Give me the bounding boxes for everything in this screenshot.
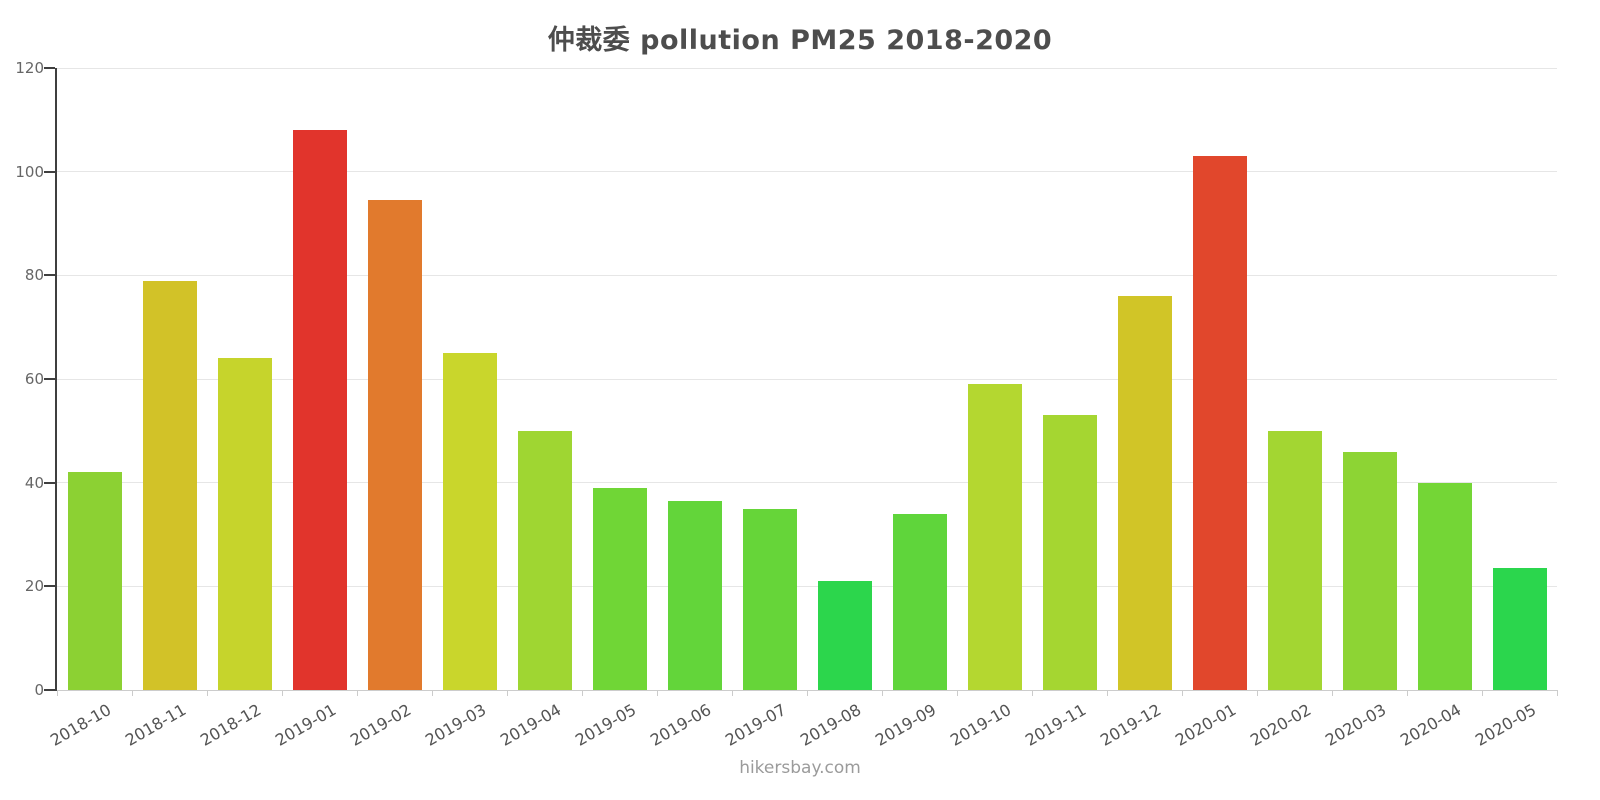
x-tick-mark <box>357 690 358 696</box>
bar-2019-05[interactable] <box>592 487 647 690</box>
x-tick-label: 2020-04 <box>1396 700 1464 750</box>
y-tick-label: 60 <box>24 370 44 388</box>
x-tick-mark <box>957 690 958 696</box>
x-tick-mark <box>57 690 58 696</box>
gridline <box>57 171 1557 173</box>
y-tick-mark <box>44 67 55 69</box>
credits-link[interactable]: hikersbay.com <box>739 758 861 778</box>
x-tick-mark <box>807 690 808 696</box>
bar-2020-03[interactable] <box>1342 451 1397 690</box>
x-tick-label: 2019-04 <box>496 700 564 750</box>
x-tick-label: 2019-12 <box>1096 700 1164 750</box>
x-tick-mark <box>732 690 733 696</box>
x-axis-line <box>57 690 1557 691</box>
bar-2019-02[interactable] <box>367 200 422 690</box>
x-tick-label: 2019-07 <box>721 700 789 750</box>
bar-2018-11[interactable] <box>142 280 197 690</box>
x-tick-label: 2020-02 <box>1246 700 1314 750</box>
x-tick-mark <box>282 690 283 696</box>
y-tick-mark <box>44 378 55 380</box>
y-tick-mark <box>44 274 55 277</box>
bar-2020-02[interactable] <box>1267 430 1322 690</box>
x-tick-label: 2019-08 <box>796 700 864 750</box>
bar-2018-10[interactable] <box>67 472 122 690</box>
plot-area <box>57 67 1558 696</box>
x-tick-mark <box>1182 690 1183 696</box>
y-axis-line <box>55 68 57 691</box>
x-tick-label: 2019-11 <box>1021 700 1089 750</box>
bar-2019-06[interactable] <box>667 500 722 690</box>
bar-2020-01[interactable] <box>1192 156 1247 690</box>
y-axis: 0 20 40 60 80 100 120 <box>0 0 55 800</box>
bar-2020-04[interactable] <box>1417 482 1472 690</box>
gridline <box>57 585 1557 587</box>
x-tick-label: 2019-02 <box>346 700 414 750</box>
x-tick-mark <box>1107 690 1108 696</box>
x-tick-label: 2018-12 <box>196 700 264 750</box>
x-tick-mark <box>1482 690 1483 696</box>
bar-2018-12[interactable] <box>217 358 272 690</box>
x-tick-label: 2019-09 <box>871 700 939 750</box>
x-tick-label: 2019-06 <box>646 700 714 750</box>
bar-2019-01[interactable] <box>292 130 347 690</box>
x-tick-label: 2019-05 <box>571 700 639 750</box>
x-tick-mark <box>1407 690 1408 696</box>
x-tick-label: 2020-03 <box>1321 700 1389 750</box>
x-tick-label: 2020-01 <box>1171 700 1239 750</box>
x-tick-mark <box>882 690 883 696</box>
y-tick-label: 0 <box>34 681 44 699</box>
y-tick-mark <box>44 481 55 484</box>
y-tick-mark <box>44 585 55 588</box>
y-tick-label: 80 <box>24 266 44 285</box>
x-tick-mark <box>582 690 583 696</box>
x-tick-label: 2018-10 <box>46 700 114 750</box>
x-tick-mark <box>507 690 508 696</box>
y-tick-label: 40 <box>24 473 44 492</box>
x-tick-label: 2019-10 <box>946 700 1014 750</box>
x-tick-mark <box>1332 690 1333 696</box>
x-tick-label: 2019-01 <box>271 700 339 750</box>
bar-2019-12[interactable] <box>1117 296 1172 690</box>
bar-2019-11[interactable] <box>1042 415 1097 690</box>
bar-2019-04[interactable] <box>517 430 572 690</box>
x-tick-mark <box>1032 690 1033 696</box>
gridline <box>57 482 1557 484</box>
bar-2019-07[interactable] <box>742 508 797 690</box>
x-tick-mark <box>207 690 208 696</box>
y-tick-mark <box>44 170 55 173</box>
x-tick-mark <box>132 690 133 696</box>
x-tick-label: 2019-03 <box>421 700 489 750</box>
y-tick-label: 20 <box>24 577 44 596</box>
x-tick-mark <box>1257 690 1258 696</box>
chart-title: 仲裁委 pollution PM25 2018-2020 <box>547 25 1053 56</box>
bar-2020-05[interactable] <box>1492 568 1547 690</box>
x-tick-mark <box>657 690 658 696</box>
y-tick-label: 120 <box>15 59 44 77</box>
gridline <box>57 274 1557 276</box>
gridline <box>57 378 1557 380</box>
bar-2019-10[interactable] <box>967 384 1022 690</box>
gridline <box>57 67 1557 69</box>
x-tick-mark <box>432 690 433 696</box>
x-tick-label: 2018-11 <box>121 700 189 750</box>
y-tick-mark <box>44 689 55 691</box>
bar-2019-03[interactable] <box>442 353 497 690</box>
x-tick-mark <box>1557 690 1558 696</box>
bar-2019-09[interactable] <box>892 513 947 690</box>
y-tick-label: 100 <box>15 162 44 181</box>
bar-2019-08[interactable] <box>817 581 872 690</box>
x-tick-label: 2020-05 <box>1471 700 1539 750</box>
